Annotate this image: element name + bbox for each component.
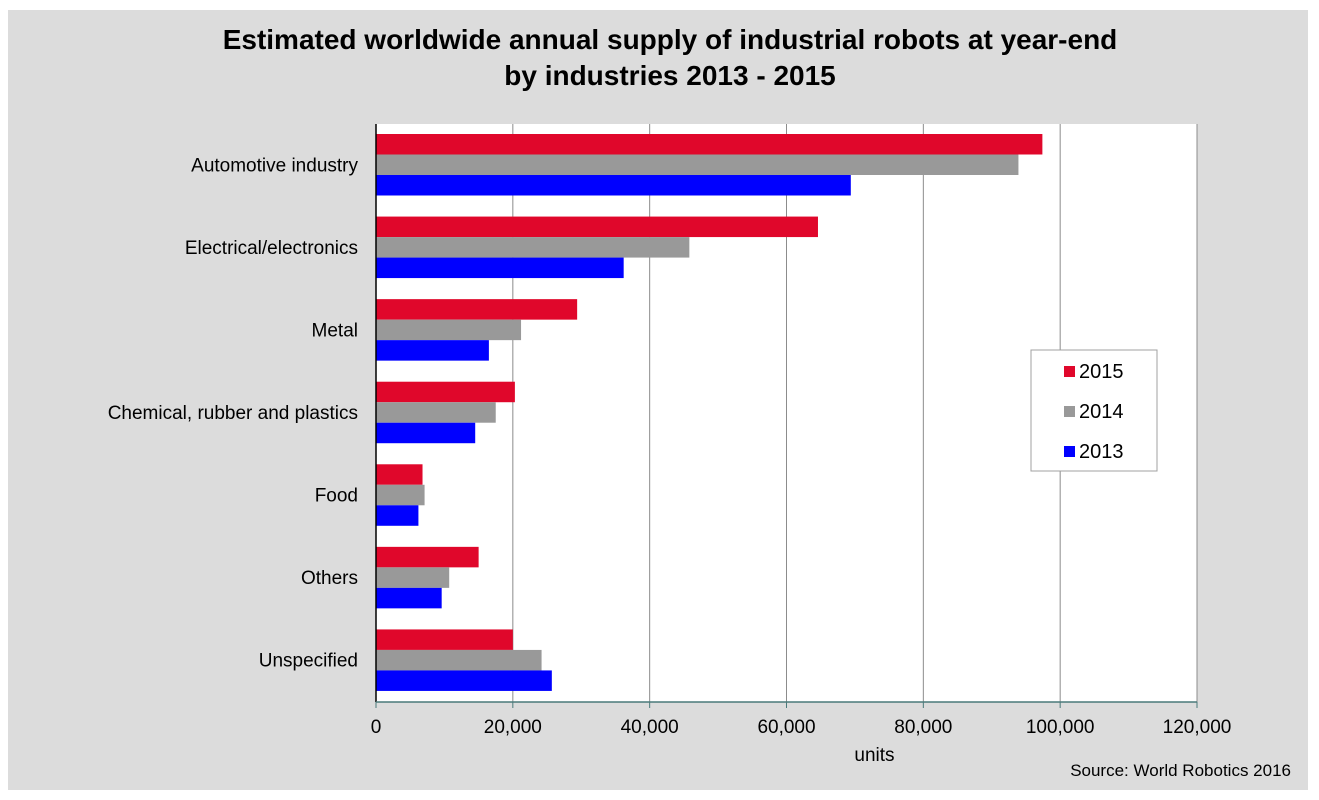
x-tick-labels: 0 20,000 40,000 60,000 80,000 100,000 120,000 (371, 717, 1232, 738)
bar-2013-3 (376, 422, 476, 444)
category-label: Chemical, rubber and plastics (108, 403, 358, 424)
bar-2014-3 (376, 402, 496, 423)
legend-box (1030, 349, 1158, 472)
x-tick-label: 40,000 (621, 717, 679, 738)
bar-2015-5 (376, 546, 479, 568)
legend-swatch-2015 (1064, 366, 1075, 377)
bar-2014-1 (376, 237, 690, 258)
bar-2014-2 (376, 319, 522, 341)
bar-2015-2 (376, 299, 578, 320)
x-tick-label: 20,000 (484, 717, 542, 738)
bars (376, 134, 1043, 691)
x-tick-label: 60,000 (757, 717, 815, 738)
bar-2014-5 (376, 567, 450, 588)
bar-2013-0 (376, 175, 851, 196)
bar-2015-1 (376, 216, 818, 238)
bar-2013-5 (376, 587, 442, 609)
legend-label-2013: 2013 (1079, 441, 1124, 463)
legend-swatch-2013 (1064, 446, 1075, 457)
category-label: Food (315, 486, 358, 507)
axes (375, 124, 1198, 708)
bar-2015-3 (376, 381, 515, 403)
bar-2013-1 (376, 257, 624, 279)
bar-2013-4 (376, 505, 419, 526)
category-label: Automotive industry (191, 155, 358, 176)
bar-2015-4 (376, 464, 423, 485)
bar-2013-2 (376, 340, 489, 361)
bar-2015-6 (376, 629, 513, 650)
bar-2013-6 (376, 670, 552, 691)
bar-2014-6 (376, 649, 542, 671)
x-tick-label: 120,000 (1163, 717, 1232, 738)
chart-title: Estimated worldwide annual supply of ind… (0, 22, 1319, 94)
x-tick-label: 80,000 (894, 717, 952, 738)
category-label: Electrical/electronics (185, 238, 358, 259)
x-tick-label: 100,000 (1026, 717, 1095, 738)
category-label: Others (301, 568, 358, 589)
category-label: Metal (312, 320, 358, 341)
chart-title-line-1: Estimated worldwide annual supply of ind… (222, 24, 1118, 55)
bar-2014-4 (376, 484, 425, 506)
legend-label-2015: 2015 (1079, 361, 1124, 383)
source-note: Source: World Robotics 2016 (1070, 761, 1291, 780)
category-label: Unspecified (259, 651, 358, 672)
category-labels: Automotive industry Electrical/electronic… (108, 155, 359, 671)
legend-label-2014: 2014 (1079, 401, 1124, 423)
legend: 2015 2014 2013 (1030, 349, 1158, 472)
bar-2014-0 (376, 154, 1019, 175)
bar-2015-0 (376, 134, 1043, 155)
x-axis-label: units (854, 745, 894, 766)
chart-title-line-2: by industries 2013 - 2015 (504, 60, 836, 91)
x-tick-label: 0 (371, 717, 382, 738)
legend-swatch-2014 (1064, 406, 1075, 417)
